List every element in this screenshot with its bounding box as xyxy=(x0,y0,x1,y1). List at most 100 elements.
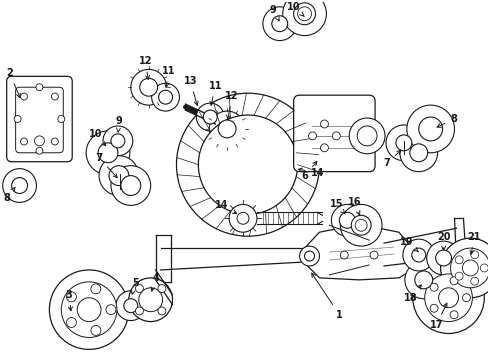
Circle shape xyxy=(198,115,297,214)
Circle shape xyxy=(340,212,355,228)
Circle shape xyxy=(386,125,422,161)
Circle shape xyxy=(309,132,317,140)
Circle shape xyxy=(14,116,21,122)
Circle shape xyxy=(91,284,101,294)
Circle shape xyxy=(455,256,463,264)
Circle shape xyxy=(355,219,367,231)
Text: 1: 1 xyxy=(312,273,343,320)
Circle shape xyxy=(455,272,463,280)
Circle shape xyxy=(140,78,158,96)
Text: 10: 10 xyxy=(287,2,304,17)
Circle shape xyxy=(357,126,377,146)
Circle shape xyxy=(103,126,133,156)
Circle shape xyxy=(305,251,315,261)
Circle shape xyxy=(121,176,141,195)
Circle shape xyxy=(218,120,236,138)
Circle shape xyxy=(294,3,316,25)
Circle shape xyxy=(159,90,172,104)
Text: 7: 7 xyxy=(384,150,401,168)
Text: 16: 16 xyxy=(347,197,361,215)
Circle shape xyxy=(77,298,101,321)
Circle shape xyxy=(463,294,470,302)
Circle shape xyxy=(320,120,328,128)
Circle shape xyxy=(427,241,461,275)
Text: 21: 21 xyxy=(467,232,481,254)
Text: 19: 19 xyxy=(400,237,418,252)
Text: 10: 10 xyxy=(89,129,105,146)
Text: 12: 12 xyxy=(225,91,239,119)
Text: 9: 9 xyxy=(270,5,279,21)
Text: 13: 13 xyxy=(184,76,198,105)
Circle shape xyxy=(283,0,326,36)
FancyBboxPatch shape xyxy=(294,95,375,172)
Circle shape xyxy=(67,292,76,302)
Text: 11: 11 xyxy=(162,66,175,87)
Circle shape xyxy=(450,248,490,288)
Circle shape xyxy=(58,116,65,122)
Text: 5: 5 xyxy=(131,278,139,294)
Circle shape xyxy=(471,277,479,285)
Text: 3: 3 xyxy=(66,290,73,311)
Circle shape xyxy=(471,251,479,259)
Circle shape xyxy=(410,144,428,162)
Circle shape xyxy=(439,288,459,308)
FancyBboxPatch shape xyxy=(7,76,72,162)
Circle shape xyxy=(405,261,442,299)
Circle shape xyxy=(129,278,172,321)
Text: 20: 20 xyxy=(437,232,450,250)
Circle shape xyxy=(349,118,385,154)
Circle shape xyxy=(332,132,341,140)
Circle shape xyxy=(415,271,433,289)
Circle shape xyxy=(49,270,129,349)
Circle shape xyxy=(158,284,166,292)
Text: 18: 18 xyxy=(404,285,421,303)
Circle shape xyxy=(3,168,36,202)
Circle shape xyxy=(413,262,484,333)
Circle shape xyxy=(116,291,146,321)
Circle shape xyxy=(21,93,27,100)
Circle shape xyxy=(441,238,490,298)
Circle shape xyxy=(135,284,144,292)
Circle shape xyxy=(135,307,144,315)
Circle shape xyxy=(86,131,130,175)
Circle shape xyxy=(436,250,451,266)
Circle shape xyxy=(109,166,129,185)
Text: 6: 6 xyxy=(301,162,317,181)
Circle shape xyxy=(272,16,288,32)
Circle shape xyxy=(139,288,163,312)
Text: 14: 14 xyxy=(216,201,237,213)
Circle shape xyxy=(99,156,139,195)
Circle shape xyxy=(480,264,488,272)
Circle shape xyxy=(176,93,319,236)
Circle shape xyxy=(341,204,382,246)
FancyBboxPatch shape xyxy=(16,87,63,153)
Circle shape xyxy=(430,283,438,291)
Circle shape xyxy=(111,166,150,206)
Circle shape xyxy=(111,134,125,148)
Circle shape xyxy=(124,299,138,312)
Circle shape xyxy=(196,103,224,131)
Circle shape xyxy=(209,111,245,147)
Text: 7: 7 xyxy=(96,153,117,178)
Text: 11: 11 xyxy=(208,81,222,105)
Circle shape xyxy=(396,135,412,151)
Text: 8: 8 xyxy=(3,188,15,203)
Circle shape xyxy=(331,204,363,236)
Circle shape xyxy=(450,311,458,319)
Circle shape xyxy=(91,325,101,336)
Circle shape xyxy=(320,144,328,152)
Text: 9: 9 xyxy=(116,116,122,132)
Text: 8: 8 xyxy=(437,114,457,127)
Circle shape xyxy=(12,177,27,193)
Polygon shape xyxy=(305,224,414,280)
Circle shape xyxy=(450,277,458,285)
Circle shape xyxy=(403,239,435,271)
Circle shape xyxy=(463,260,478,276)
Circle shape xyxy=(302,248,318,264)
Circle shape xyxy=(67,318,76,328)
Circle shape xyxy=(351,215,371,235)
Circle shape xyxy=(106,305,116,315)
Circle shape xyxy=(407,105,455,153)
Text: 2: 2 xyxy=(6,68,20,98)
Circle shape xyxy=(430,304,438,312)
